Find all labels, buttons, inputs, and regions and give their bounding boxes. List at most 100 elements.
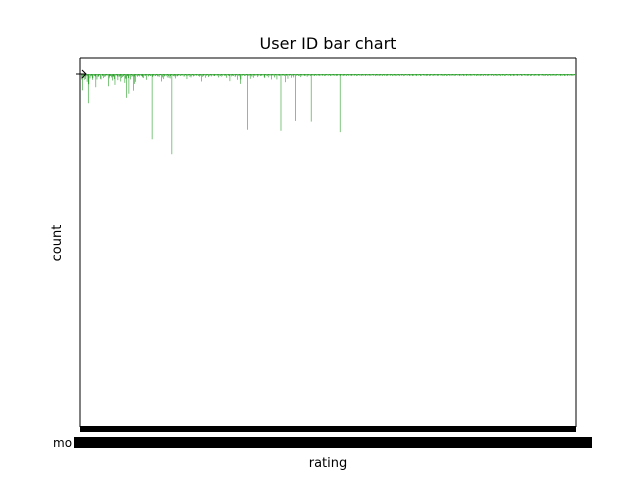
bar <box>108 74 109 87</box>
bar <box>274 74 276 76</box>
bar <box>143 74 145 76</box>
bar <box>259 74 260 76</box>
bar <box>328 74 329 76</box>
bar <box>95 74 97 88</box>
bar <box>354 74 356 76</box>
bar <box>342 74 343 76</box>
bar <box>378 74 380 77</box>
bar <box>466 74 468 77</box>
bar <box>220 74 222 76</box>
bar <box>399 74 400 77</box>
bar <box>475 74 477 76</box>
bar <box>373 74 375 76</box>
bar <box>305 74 306 76</box>
bar <box>283 74 284 76</box>
bar <box>209 74 211 76</box>
bar <box>258 74 259 76</box>
bar <box>231 74 232 77</box>
bar <box>294 74 295 76</box>
bar <box>515 74 516 76</box>
bar <box>193 74 195 76</box>
bar <box>101 74 102 75</box>
bar <box>339 74 341 133</box>
bar <box>241 74 242 76</box>
bar <box>511 74 513 76</box>
bar <box>255 74 256 76</box>
bar <box>541 74 543 76</box>
bar <box>313 74 315 76</box>
bar <box>111 74 112 78</box>
bar <box>203 74 205 76</box>
bar <box>306 74 308 77</box>
bar <box>296 74 298 76</box>
bar <box>480 74 481 76</box>
bar <box>252 74 253 76</box>
bar <box>290 74 292 76</box>
bar <box>536 74 538 76</box>
bar <box>379 74 381 76</box>
bar <box>319 74 321 77</box>
bar <box>460 74 462 76</box>
bar <box>328 74 330 76</box>
bar <box>329 74 331 76</box>
bar <box>548 74 550 76</box>
bar <box>371 74 372 76</box>
bar <box>220 74 221 76</box>
bar <box>469 74 471 76</box>
bar <box>370 74 372 76</box>
bar <box>240 74 242 80</box>
bar <box>224 74 225 76</box>
bar <box>533 74 535 77</box>
bar <box>546 74 548 76</box>
bar <box>396 74 397 76</box>
bar <box>406 74 408 76</box>
bar <box>186 74 187 76</box>
bar <box>133 74 135 77</box>
bar <box>481 74 483 76</box>
bar <box>504 74 506 76</box>
bar <box>165 74 166 76</box>
bar <box>223 74 225 76</box>
bar <box>169 74 171 79</box>
bar <box>284 74 286 76</box>
bar <box>418 74 420 76</box>
bar <box>449 74 451 77</box>
bar <box>234 74 236 78</box>
bar <box>195 74 196 76</box>
bar <box>327 74 328 76</box>
bar <box>340 74 342 76</box>
bar <box>568 74 569 76</box>
bar <box>163 74 165 80</box>
bar <box>255 74 257 76</box>
bar <box>409 74 411 76</box>
bar <box>518 74 519 76</box>
bar <box>150 74 151 77</box>
bar <box>551 74 552 76</box>
bar <box>562 74 563 76</box>
bar <box>227 74 228 76</box>
bar <box>119 74 121 76</box>
bar <box>183 74 184 76</box>
bar <box>370 74 371 76</box>
bar <box>393 74 395 76</box>
bar <box>230 74 231 76</box>
bar <box>524 74 526 76</box>
bar <box>175 74 177 76</box>
bar <box>233 74 234 77</box>
bar <box>296 74 297 76</box>
bar <box>541 74 542 76</box>
bar <box>428 74 430 76</box>
bar <box>126 74 127 98</box>
bar <box>503 74 504 76</box>
bar <box>153 74 155 76</box>
bar <box>158 74 159 76</box>
bar <box>202 74 203 77</box>
bar <box>453 74 455 77</box>
bar <box>437 74 439 76</box>
bar <box>431 74 433 76</box>
bar <box>197 74 199 76</box>
bar <box>285 74 287 76</box>
bar <box>564 74 566 76</box>
bar <box>127 74 129 76</box>
